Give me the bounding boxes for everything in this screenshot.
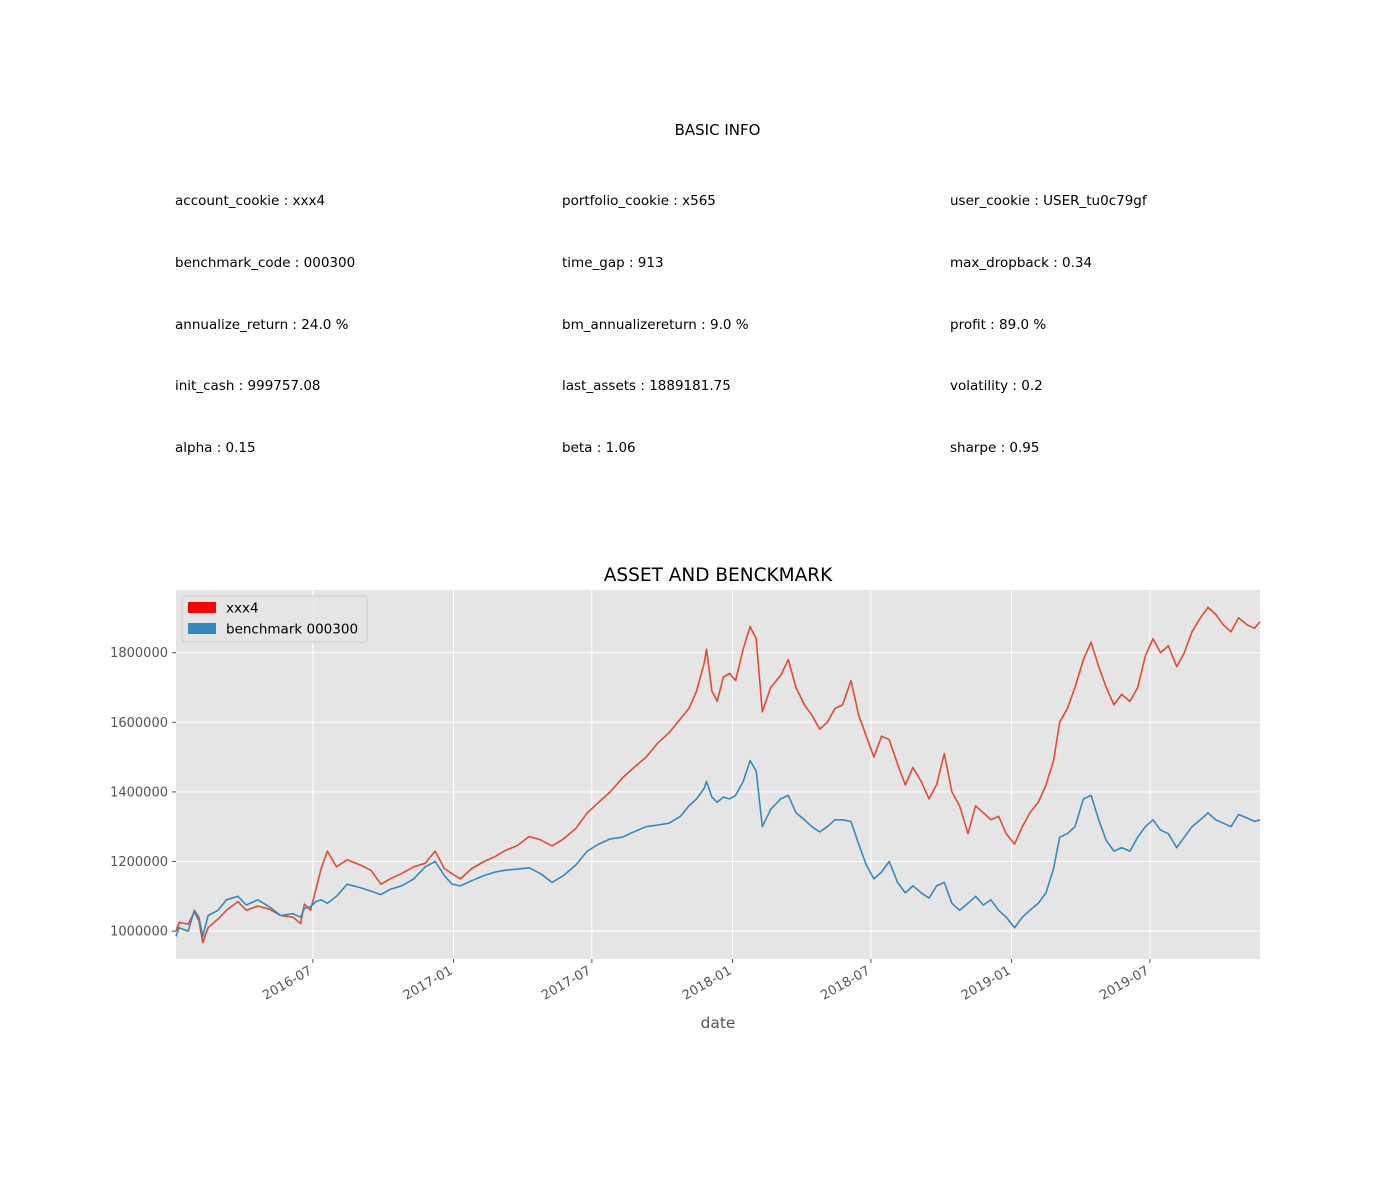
x-tick-label: 2019-01 bbox=[959, 963, 1014, 1003]
y-tick-label: 1000000 bbox=[110, 925, 168, 940]
y-tick-label: 1800000 bbox=[110, 646, 168, 661]
info-item: last_assets : 1889181.75 bbox=[562, 378, 731, 394]
y-tick-label: 1600000 bbox=[110, 716, 168, 731]
x-tick-label: 2017-01 bbox=[401, 963, 456, 1003]
x-tick-label: 2018-07 bbox=[818, 963, 873, 1003]
info-item: user_cookie : USER_tu0c79gf bbox=[950, 193, 1147, 209]
plot-area bbox=[176, 590, 1260, 959]
chart-title: ASSET AND BENCKMARK bbox=[604, 565, 833, 586]
x-axis-label: date bbox=[701, 1014, 736, 1032]
legend-label: benchmark 000300 bbox=[226, 622, 358, 638]
legend-label: xxx4 bbox=[226, 601, 259, 617]
x-tick-label: 2019-07 bbox=[1097, 963, 1152, 1003]
info-item: bm_annualizereturn : 9.0 % bbox=[562, 317, 749, 333]
x-tick-label: 2017-07 bbox=[539, 963, 594, 1003]
legend-swatch bbox=[188, 602, 216, 613]
info-item: portfolio_cookie : x565 bbox=[562, 193, 716, 209]
y-tick-label: 1400000 bbox=[110, 785, 168, 800]
info-item: max_dropback : 0.34 bbox=[950, 255, 1093, 271]
info-item: sharpe : 0.95 bbox=[950, 440, 1040, 456]
info-title: BASIC INFO bbox=[674, 121, 761, 139]
legend-box bbox=[181, 595, 368, 643]
legend-swatch bbox=[188, 623, 216, 634]
info-item: benchmark_code : 000300 bbox=[175, 255, 356, 271]
x-tick-label: 2018-01 bbox=[680, 963, 735, 1003]
info-item: annualize_return : 24.0 % bbox=[175, 317, 349, 333]
info-item: init_cash : 999757.08 bbox=[175, 378, 321, 394]
series-line-1 bbox=[175, 759, 1261, 938]
x-tick-label: 2016-07 bbox=[260, 963, 315, 1003]
info-item: profit : 89.0 % bbox=[950, 317, 1047, 333]
info-item: volatility : 0.2 bbox=[950, 378, 1043, 394]
info-item: alpha : 0.15 bbox=[175, 440, 256, 456]
info-item: beta : 1.06 bbox=[562, 440, 636, 456]
info-item: account_cookie : xxx4 bbox=[175, 193, 326, 209]
series-line-0 bbox=[175, 606, 1261, 944]
y-tick-label: 1200000 bbox=[110, 855, 168, 870]
info-item: time_gap : 913 bbox=[562, 255, 664, 271]
